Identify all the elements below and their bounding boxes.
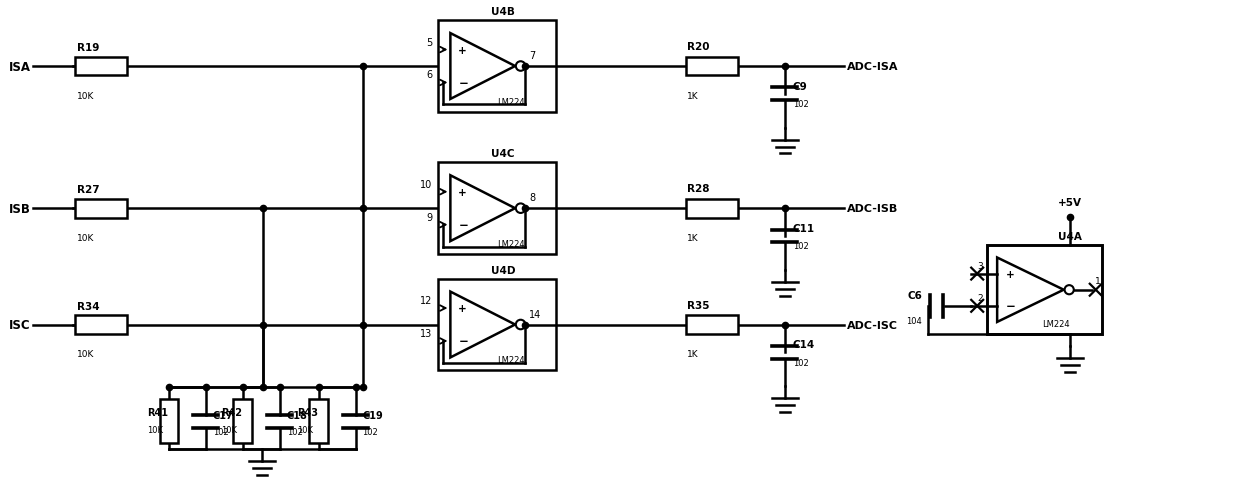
Text: 1K: 1K bbox=[687, 234, 698, 242]
Text: 1K: 1K bbox=[687, 349, 698, 359]
Text: 1K: 1K bbox=[687, 92, 698, 101]
Text: 7: 7 bbox=[529, 51, 536, 61]
Text: R19: R19 bbox=[77, 43, 99, 53]
Text: 13: 13 bbox=[420, 328, 433, 338]
Text: +: + bbox=[459, 46, 467, 55]
Text: 12: 12 bbox=[420, 296, 433, 305]
Text: 10K: 10K bbox=[77, 92, 94, 101]
Text: C18: C18 bbox=[286, 410, 308, 420]
Text: U4A: U4A bbox=[1058, 231, 1081, 241]
Text: 10K: 10K bbox=[77, 234, 94, 242]
Text: C17: C17 bbox=[213, 410, 233, 420]
Polygon shape bbox=[997, 258, 1064, 322]
Bar bbox=[439, 163, 557, 254]
Text: 102: 102 bbox=[213, 428, 228, 436]
Text: C19: C19 bbox=[362, 410, 383, 420]
Text: R28: R28 bbox=[687, 184, 709, 194]
Text: R43: R43 bbox=[296, 407, 317, 417]
Bar bbox=[439, 21, 557, 112]
Circle shape bbox=[516, 320, 526, 330]
Text: C6: C6 bbox=[908, 290, 923, 300]
Text: C14: C14 bbox=[792, 340, 815, 349]
Text: LM224: LM224 bbox=[1042, 320, 1070, 329]
Text: 10K: 10K bbox=[148, 425, 164, 434]
Polygon shape bbox=[450, 292, 515, 358]
Text: 102: 102 bbox=[792, 100, 808, 109]
Text: ADC-ISB: ADC-ISB bbox=[847, 204, 898, 214]
Text: 102: 102 bbox=[792, 242, 808, 251]
Text: LM224: LM224 bbox=[497, 356, 526, 364]
Text: U4C: U4C bbox=[491, 149, 515, 159]
Text: −: − bbox=[1006, 300, 1016, 312]
Text: R27: R27 bbox=[77, 185, 100, 195]
Text: R20: R20 bbox=[687, 42, 709, 52]
Text: −: − bbox=[459, 219, 469, 232]
Text: R42: R42 bbox=[221, 407, 242, 417]
Text: ISA: ISA bbox=[10, 60, 31, 73]
Text: 102: 102 bbox=[792, 358, 808, 367]
Text: 9: 9 bbox=[427, 212, 433, 222]
Polygon shape bbox=[450, 34, 515, 100]
Bar bbox=[987, 245, 1102, 335]
Bar bbox=[76, 315, 128, 334]
Bar bbox=[309, 399, 329, 444]
Bar bbox=[233, 399, 252, 444]
Text: 8: 8 bbox=[529, 193, 536, 203]
Bar bbox=[76, 199, 128, 218]
Text: 10: 10 bbox=[420, 180, 433, 189]
Text: LM224: LM224 bbox=[497, 240, 526, 249]
Text: 10K: 10K bbox=[221, 425, 237, 434]
Text: +: + bbox=[459, 187, 467, 197]
Bar bbox=[76, 58, 128, 76]
Text: 3: 3 bbox=[977, 261, 983, 270]
Text: 102: 102 bbox=[286, 428, 303, 436]
Text: 10K: 10K bbox=[296, 425, 312, 434]
Circle shape bbox=[516, 62, 526, 72]
Text: 2: 2 bbox=[977, 293, 983, 302]
Text: 14: 14 bbox=[529, 309, 542, 319]
Bar bbox=[160, 399, 179, 444]
Text: 6: 6 bbox=[427, 71, 433, 80]
Text: −: − bbox=[459, 77, 469, 90]
Text: 1: 1 bbox=[1095, 276, 1100, 285]
Text: +: + bbox=[1006, 269, 1014, 279]
Text: R34: R34 bbox=[77, 301, 100, 311]
Text: +: + bbox=[459, 303, 467, 313]
Text: R35: R35 bbox=[687, 300, 709, 310]
Text: U4B: U4B bbox=[491, 7, 515, 17]
Bar bbox=[439, 279, 557, 371]
Text: U4D: U4D bbox=[491, 265, 516, 275]
Circle shape bbox=[516, 204, 526, 214]
Text: 10K: 10K bbox=[77, 349, 94, 359]
Circle shape bbox=[1065, 286, 1074, 295]
Text: LM224: LM224 bbox=[497, 97, 526, 107]
Bar bbox=[686, 199, 738, 218]
Polygon shape bbox=[450, 176, 515, 241]
Text: 104: 104 bbox=[906, 316, 923, 325]
Text: +5V: +5V bbox=[1058, 198, 1081, 208]
Text: R41: R41 bbox=[148, 407, 169, 417]
Text: −: − bbox=[459, 335, 469, 348]
Text: ISB: ISB bbox=[10, 202, 31, 215]
Text: ADC-ISA: ADC-ISA bbox=[847, 62, 898, 72]
Text: 5: 5 bbox=[427, 37, 433, 48]
Text: ADC-ISC: ADC-ISC bbox=[847, 320, 898, 330]
Bar bbox=[686, 315, 738, 334]
Bar bbox=[686, 58, 738, 76]
Text: ISC: ISC bbox=[10, 318, 31, 331]
Text: C9: C9 bbox=[792, 82, 807, 92]
Text: 102: 102 bbox=[362, 428, 378, 436]
Text: C11: C11 bbox=[792, 224, 815, 234]
